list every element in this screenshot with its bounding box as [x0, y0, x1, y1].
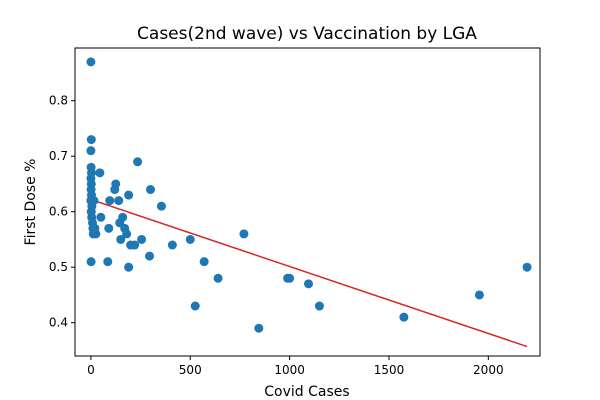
data-point	[89, 196, 99, 206]
data-point	[130, 240, 140, 250]
x-tick-label: 2000	[473, 363, 504, 377]
x-tick-label: 1000	[274, 363, 305, 377]
data-point	[146, 185, 156, 195]
data-point	[111, 179, 121, 189]
plot-frame	[74, 47, 541, 357]
data-point	[137, 234, 147, 244]
data-point	[86, 135, 96, 145]
data-point	[124, 190, 134, 200]
data-point	[86, 146, 96, 156]
chart-title: Cases(2nd wave) vs Vaccination by LGA	[137, 24, 477, 44]
data-point	[124, 262, 134, 272]
data-point	[239, 229, 249, 239]
x-tick-label: 500	[179, 363, 202, 377]
data-point	[522, 262, 532, 272]
y-axis-label: First Dose %	[23, 159, 39, 246]
ticks-layer: 0 500 1000 1500 2000 0.4 0.5 0.6 0.7 0.8	[49, 94, 504, 377]
data-point	[167, 240, 177, 250]
data-point	[86, 57, 96, 67]
data-point	[105, 196, 115, 206]
data-point	[133, 157, 143, 167]
y-tick-label: 0.4	[49, 316, 68, 330]
data-point	[104, 223, 114, 233]
y-tick-label: 0.5	[49, 260, 68, 274]
data-point	[254, 323, 264, 333]
data-point	[96, 212, 106, 222]
data-point	[91, 229, 101, 239]
data-point	[122, 229, 132, 239]
data-point	[145, 251, 155, 261]
data-point	[314, 301, 324, 311]
y-tick-label: 0.7	[49, 149, 68, 163]
data-point	[116, 234, 126, 244]
points-layer	[86, 57, 532, 333]
trend-layer	[90, 198, 528, 348]
data-point	[103, 257, 113, 267]
data-point	[185, 234, 195, 244]
x-tick-label: 1500	[374, 363, 405, 377]
data-point	[114, 196, 124, 206]
data-point	[118, 212, 128, 222]
data-point	[285, 273, 295, 283]
data-point	[199, 257, 209, 267]
data-point	[156, 201, 166, 211]
data-point	[399, 312, 409, 322]
data-point	[303, 279, 313, 289]
data-point	[95, 168, 105, 178]
y-tick-label: 0.6	[49, 205, 68, 219]
data-point	[86, 257, 96, 267]
data-point	[474, 290, 484, 300]
y-tick-label: 0.8	[49, 94, 68, 108]
x-axis-label: Covid Cases	[264, 384, 349, 400]
data-point	[213, 273, 223, 283]
trend-line	[90, 198, 528, 348]
data-point	[190, 301, 200, 311]
x-tick-label: 0	[87, 363, 95, 377]
